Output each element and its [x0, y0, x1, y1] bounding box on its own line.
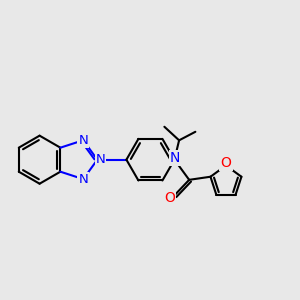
Text: N: N	[96, 153, 105, 166]
Text: N: N	[169, 151, 180, 165]
Text: O: O	[220, 156, 231, 170]
Text: N: N	[78, 172, 88, 186]
Text: O: O	[164, 191, 175, 206]
Text: N: N	[78, 134, 88, 147]
